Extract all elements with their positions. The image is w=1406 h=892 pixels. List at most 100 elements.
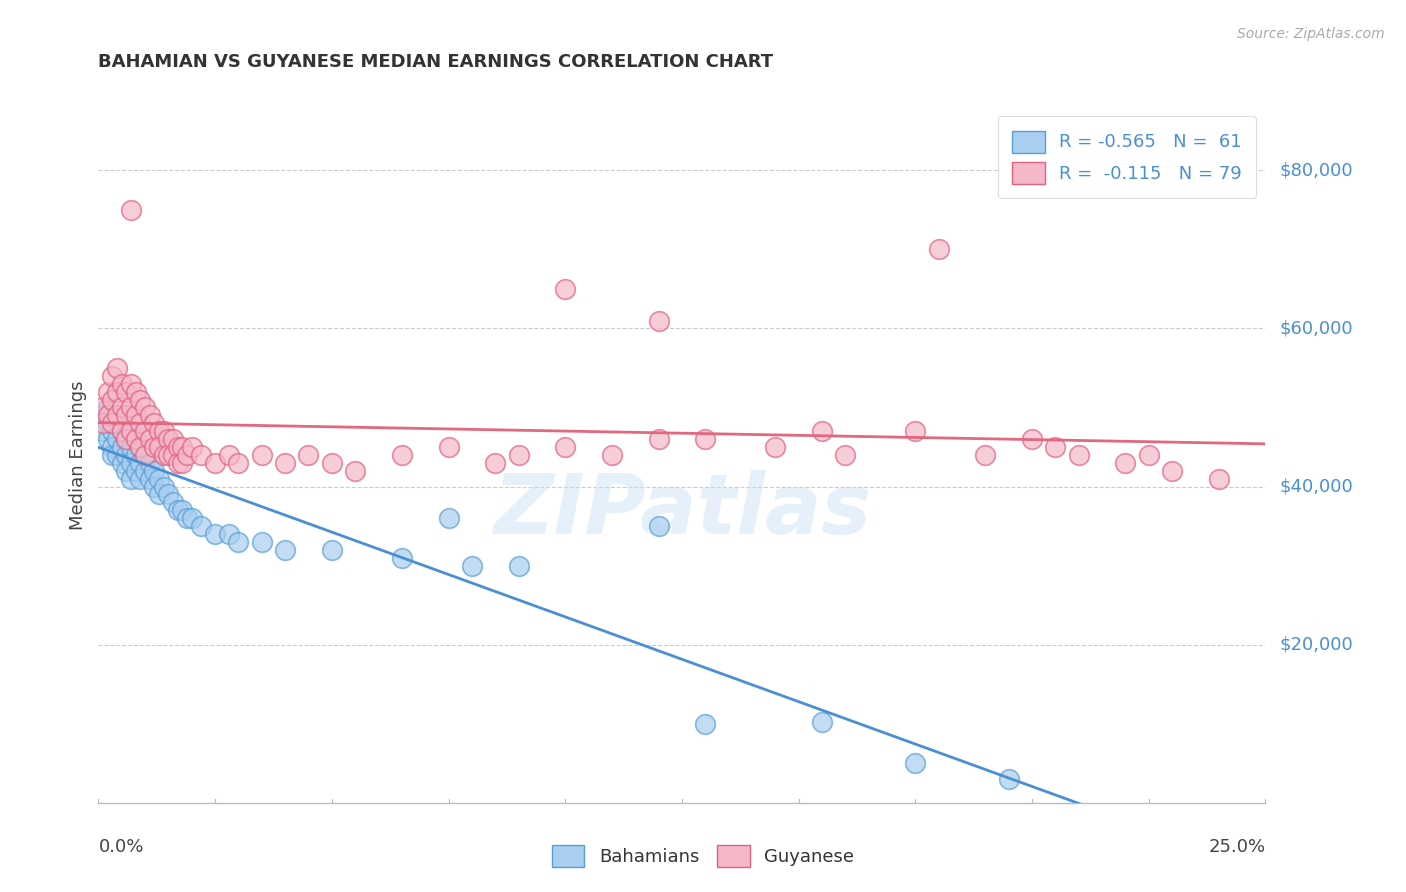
Point — [101, 417, 124, 431]
Point — [228, 456, 250, 470]
Point — [111, 440, 134, 454]
Point — [111, 376, 134, 391]
Point — [344, 464, 367, 478]
Point — [148, 424, 170, 438]
Point — [695, 432, 717, 446]
Point — [125, 464, 148, 478]
Point — [554, 440, 576, 454]
Point — [321, 456, 343, 470]
Point — [101, 440, 124, 454]
Text: $60,000: $60,000 — [1279, 319, 1353, 337]
Point — [148, 472, 170, 486]
Point — [97, 432, 120, 446]
Text: Source: ZipAtlas.com: Source: ZipAtlas.com — [1237, 27, 1385, 41]
Point — [105, 384, 128, 399]
Point — [152, 424, 174, 438]
Point — [172, 440, 194, 454]
Point — [218, 527, 240, 541]
Legend: R = -0.565   N =  61, R =  -0.115   N = 79: R = -0.565 N = 61, R = -0.115 N = 79 — [998, 116, 1257, 198]
Point — [111, 456, 134, 470]
Point — [811, 424, 834, 438]
Point — [129, 440, 152, 454]
Point — [1137, 448, 1160, 462]
Point — [461, 558, 484, 573]
Point — [204, 527, 226, 541]
Point — [111, 424, 134, 438]
Point — [172, 503, 194, 517]
Point — [120, 376, 142, 391]
Point — [437, 440, 460, 454]
Point — [647, 432, 669, 446]
Point — [120, 440, 142, 454]
Point — [554, 282, 576, 296]
Point — [125, 384, 148, 399]
Point — [143, 464, 166, 478]
Text: $40,000: $40,000 — [1279, 477, 1353, 496]
Point — [125, 409, 148, 423]
Point — [101, 448, 124, 462]
Point — [190, 448, 212, 462]
Point — [143, 440, 166, 454]
Point — [125, 432, 148, 446]
Point — [484, 456, 506, 470]
Point — [1045, 440, 1067, 454]
Point — [1114, 456, 1136, 470]
Point — [134, 448, 156, 462]
Point — [166, 440, 188, 454]
Point — [115, 448, 138, 462]
Point — [157, 448, 180, 462]
Point — [139, 432, 162, 446]
Point — [115, 432, 138, 446]
Point — [148, 440, 170, 454]
Point — [115, 409, 138, 423]
Point — [508, 448, 530, 462]
Point — [834, 448, 856, 462]
Point — [101, 368, 124, 383]
Legend: Bahamians, Guyanese: Bahamians, Guyanese — [544, 838, 862, 874]
Point — [105, 432, 128, 446]
Point — [162, 448, 184, 462]
Y-axis label: Median Earnings: Median Earnings — [69, 380, 87, 530]
Point — [391, 448, 413, 462]
Point — [115, 384, 138, 399]
Point — [105, 417, 128, 431]
Point — [1208, 472, 1230, 486]
Point — [91, 424, 114, 438]
Text: 0.0%: 0.0% — [98, 838, 143, 856]
Point — [974, 448, 997, 462]
Point — [139, 472, 162, 486]
Point — [101, 392, 124, 407]
Point — [134, 424, 156, 438]
Point — [91, 409, 114, 423]
Point — [115, 464, 138, 478]
Point — [129, 472, 152, 486]
Point — [120, 424, 142, 438]
Point — [97, 384, 120, 399]
Point — [101, 424, 124, 438]
Point — [125, 432, 148, 446]
Point — [1067, 448, 1090, 462]
Point — [172, 456, 194, 470]
Point — [148, 487, 170, 501]
Point — [162, 495, 184, 509]
Point — [134, 464, 156, 478]
Point — [218, 448, 240, 462]
Point — [904, 424, 927, 438]
Point — [162, 432, 184, 446]
Point — [120, 456, 142, 470]
Point — [1161, 464, 1184, 478]
Point — [129, 392, 152, 407]
Text: $20,000: $20,000 — [1279, 636, 1353, 654]
Point — [134, 401, 156, 415]
Point — [111, 401, 134, 415]
Point — [111, 409, 134, 423]
Point — [190, 519, 212, 533]
Text: ZIPatlas: ZIPatlas — [494, 470, 870, 551]
Point — [120, 424, 142, 438]
Point — [695, 716, 717, 731]
Point — [97, 417, 120, 431]
Point — [180, 440, 202, 454]
Point — [105, 448, 128, 462]
Point — [997, 772, 1019, 786]
Point — [437, 511, 460, 525]
